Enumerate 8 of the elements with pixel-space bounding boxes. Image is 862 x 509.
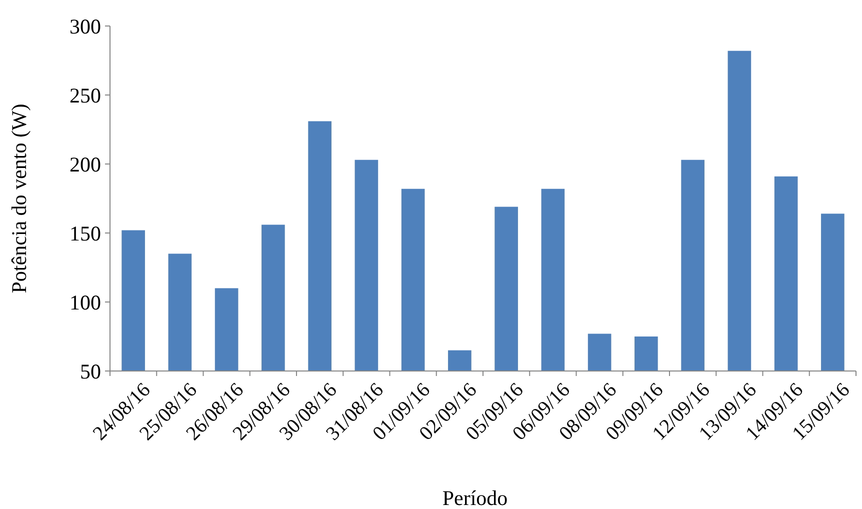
y-tick-label: 250 bbox=[70, 83, 101, 108]
y-tick-label: 150 bbox=[70, 221, 101, 246]
y-tick-label: 50 bbox=[80, 359, 101, 384]
y-tick-label: 300 bbox=[70, 14, 101, 38]
y-axis-title: Potência do vento (W) bbox=[7, 104, 31, 294]
x-axis-title: Período bbox=[442, 486, 508, 509]
y-tick-label: 100 bbox=[70, 290, 101, 314]
y-tick-label: 200 bbox=[70, 152, 101, 176]
